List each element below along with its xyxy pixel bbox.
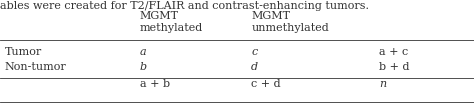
Text: c + d: c + d xyxy=(251,78,281,88)
Text: unmethylated: unmethylated xyxy=(251,23,329,33)
Text: a + c: a + c xyxy=(379,46,409,56)
Text: b: b xyxy=(140,61,147,71)
Text: a + b: a + b xyxy=(140,78,170,88)
Text: a: a xyxy=(140,46,146,56)
Text: c: c xyxy=(251,46,257,56)
Text: n: n xyxy=(379,78,386,88)
Text: Non-tumor: Non-tumor xyxy=(5,61,66,71)
Text: methylated: methylated xyxy=(140,23,203,33)
Text: d: d xyxy=(251,61,258,71)
Text: ables were created for T2/FLAIR and contrast-enhancing tumors.: ables were created for T2/FLAIR and cont… xyxy=(0,1,369,11)
Text: MGMT: MGMT xyxy=(140,10,179,20)
Text: MGMT: MGMT xyxy=(251,10,290,20)
Text: b + d: b + d xyxy=(379,61,410,71)
Text: Tumor: Tumor xyxy=(5,46,42,56)
